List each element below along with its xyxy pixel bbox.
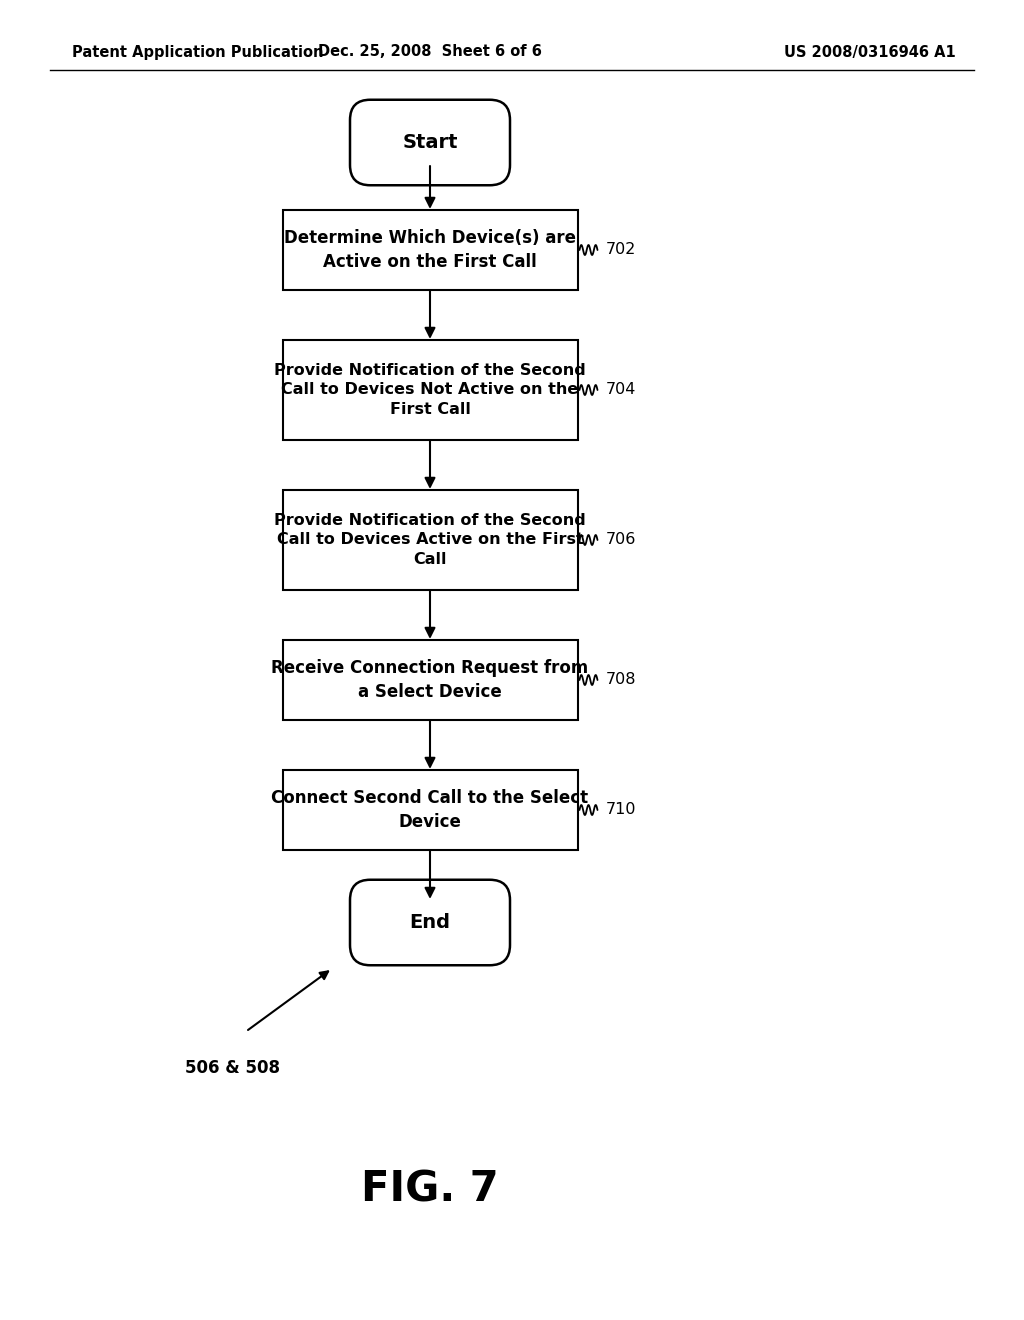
Bar [283,770,578,850]
Text: 706: 706 [605,532,636,548]
Text: US 2008/0316946 A1: US 2008/0316946 A1 [784,45,955,59]
Text: FIG. 7: FIG. 7 [361,1170,499,1210]
FancyBboxPatch shape [350,879,510,965]
Bar [283,640,578,719]
Text: 704: 704 [605,383,636,397]
Text: Provide Notification of the Second
Call to Devices Not Active on the
First Call: Provide Notification of the Second Call … [274,363,586,417]
Text: 708: 708 [605,672,636,688]
Text: Determine Which Device(s) are
Active on the First Call: Determine Which Device(s) are Active on … [284,230,575,271]
Text: Patent Application Publication: Patent Application Publication [72,45,324,59]
Bar [283,341,578,440]
Text: Start: Start [402,133,458,152]
Text: End: End [410,913,451,932]
Text: Receive Connection Request from
a Select Device: Receive Connection Request from a Select… [271,659,589,701]
FancyBboxPatch shape [350,100,510,185]
Text: 702: 702 [605,243,636,257]
Text: 710: 710 [605,803,636,817]
Bar [283,490,578,590]
Bar [283,210,578,290]
Text: Connect Second Call to the Select
Device: Connect Second Call to the Select Device [271,789,589,830]
Text: Dec. 25, 2008  Sheet 6 of 6: Dec. 25, 2008 Sheet 6 of 6 [318,45,542,59]
Text: Provide Notification of the Second
Call to Devices Active on the First
Call: Provide Notification of the Second Call … [274,512,586,568]
Text: 506 & 508: 506 & 508 [185,1059,280,1077]
